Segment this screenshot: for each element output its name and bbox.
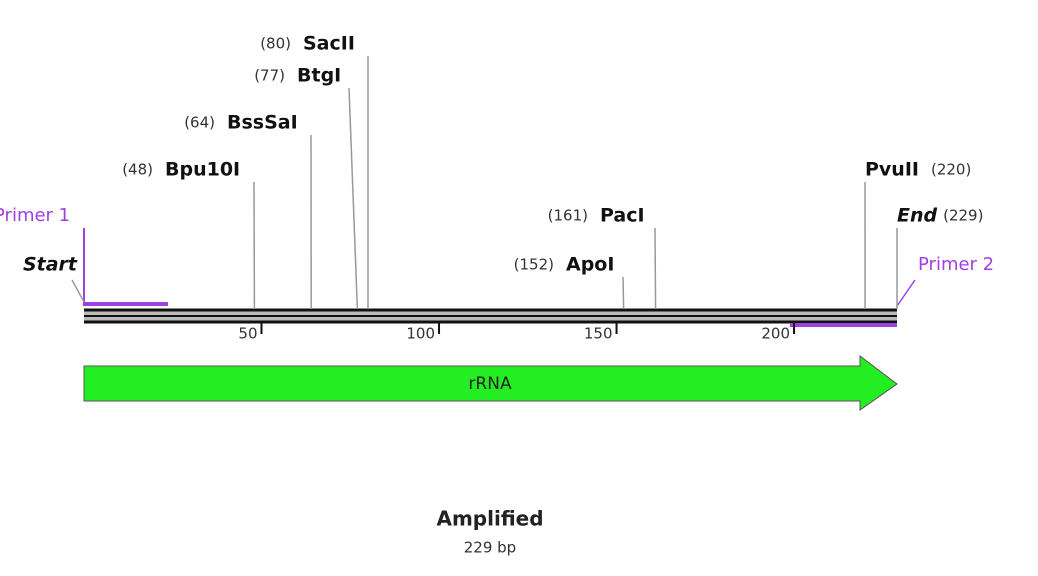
- site-name: BssSaI: [227, 112, 298, 134]
- ruler-label: 100: [406, 325, 435, 343]
- feature-label: rRNA: [468, 374, 512, 394]
- site-name: SacII: [303, 33, 355, 55]
- ruler-label: 200: [761, 325, 790, 343]
- site-position: (220): [931, 161, 971, 179]
- site-position: (80): [260, 35, 291, 53]
- cut-line: [622, 276, 625, 310]
- title: Amplified: [436, 507, 543, 531]
- primer-label: Primer 2: [918, 254, 994, 275]
- site-name: Bpu10I: [165, 159, 240, 181]
- site-position: (152): [514, 256, 554, 274]
- ruler-label: 50: [238, 325, 257, 343]
- site-name: PacI: [600, 205, 645, 227]
- feature-arrow: [83, 354, 898, 411]
- site-position: (48): [122, 161, 153, 179]
- cut-line: [348, 87, 359, 310]
- primer-line: [896, 279, 916, 307]
- ruler-label: 150: [584, 325, 613, 343]
- site-name: ApoI: [566, 254, 614, 276]
- site-position: (64): [184, 114, 215, 132]
- site-position: (161): [548, 207, 588, 225]
- subtitle: 229 bp: [464, 539, 516, 557]
- end-position: (229): [943, 207, 983, 225]
- primer-label: Primer 1: [0, 205, 70, 226]
- site-position: (77): [254, 67, 285, 85]
- start-label: Start: [23, 254, 78, 276]
- end-label: End: [897, 205, 938, 227]
- cut-line: [654, 227, 657, 310]
- site-name: PvuII: [865, 159, 919, 181]
- start-line: [71, 279, 85, 303]
- site-name: BtgI: [297, 65, 341, 87]
